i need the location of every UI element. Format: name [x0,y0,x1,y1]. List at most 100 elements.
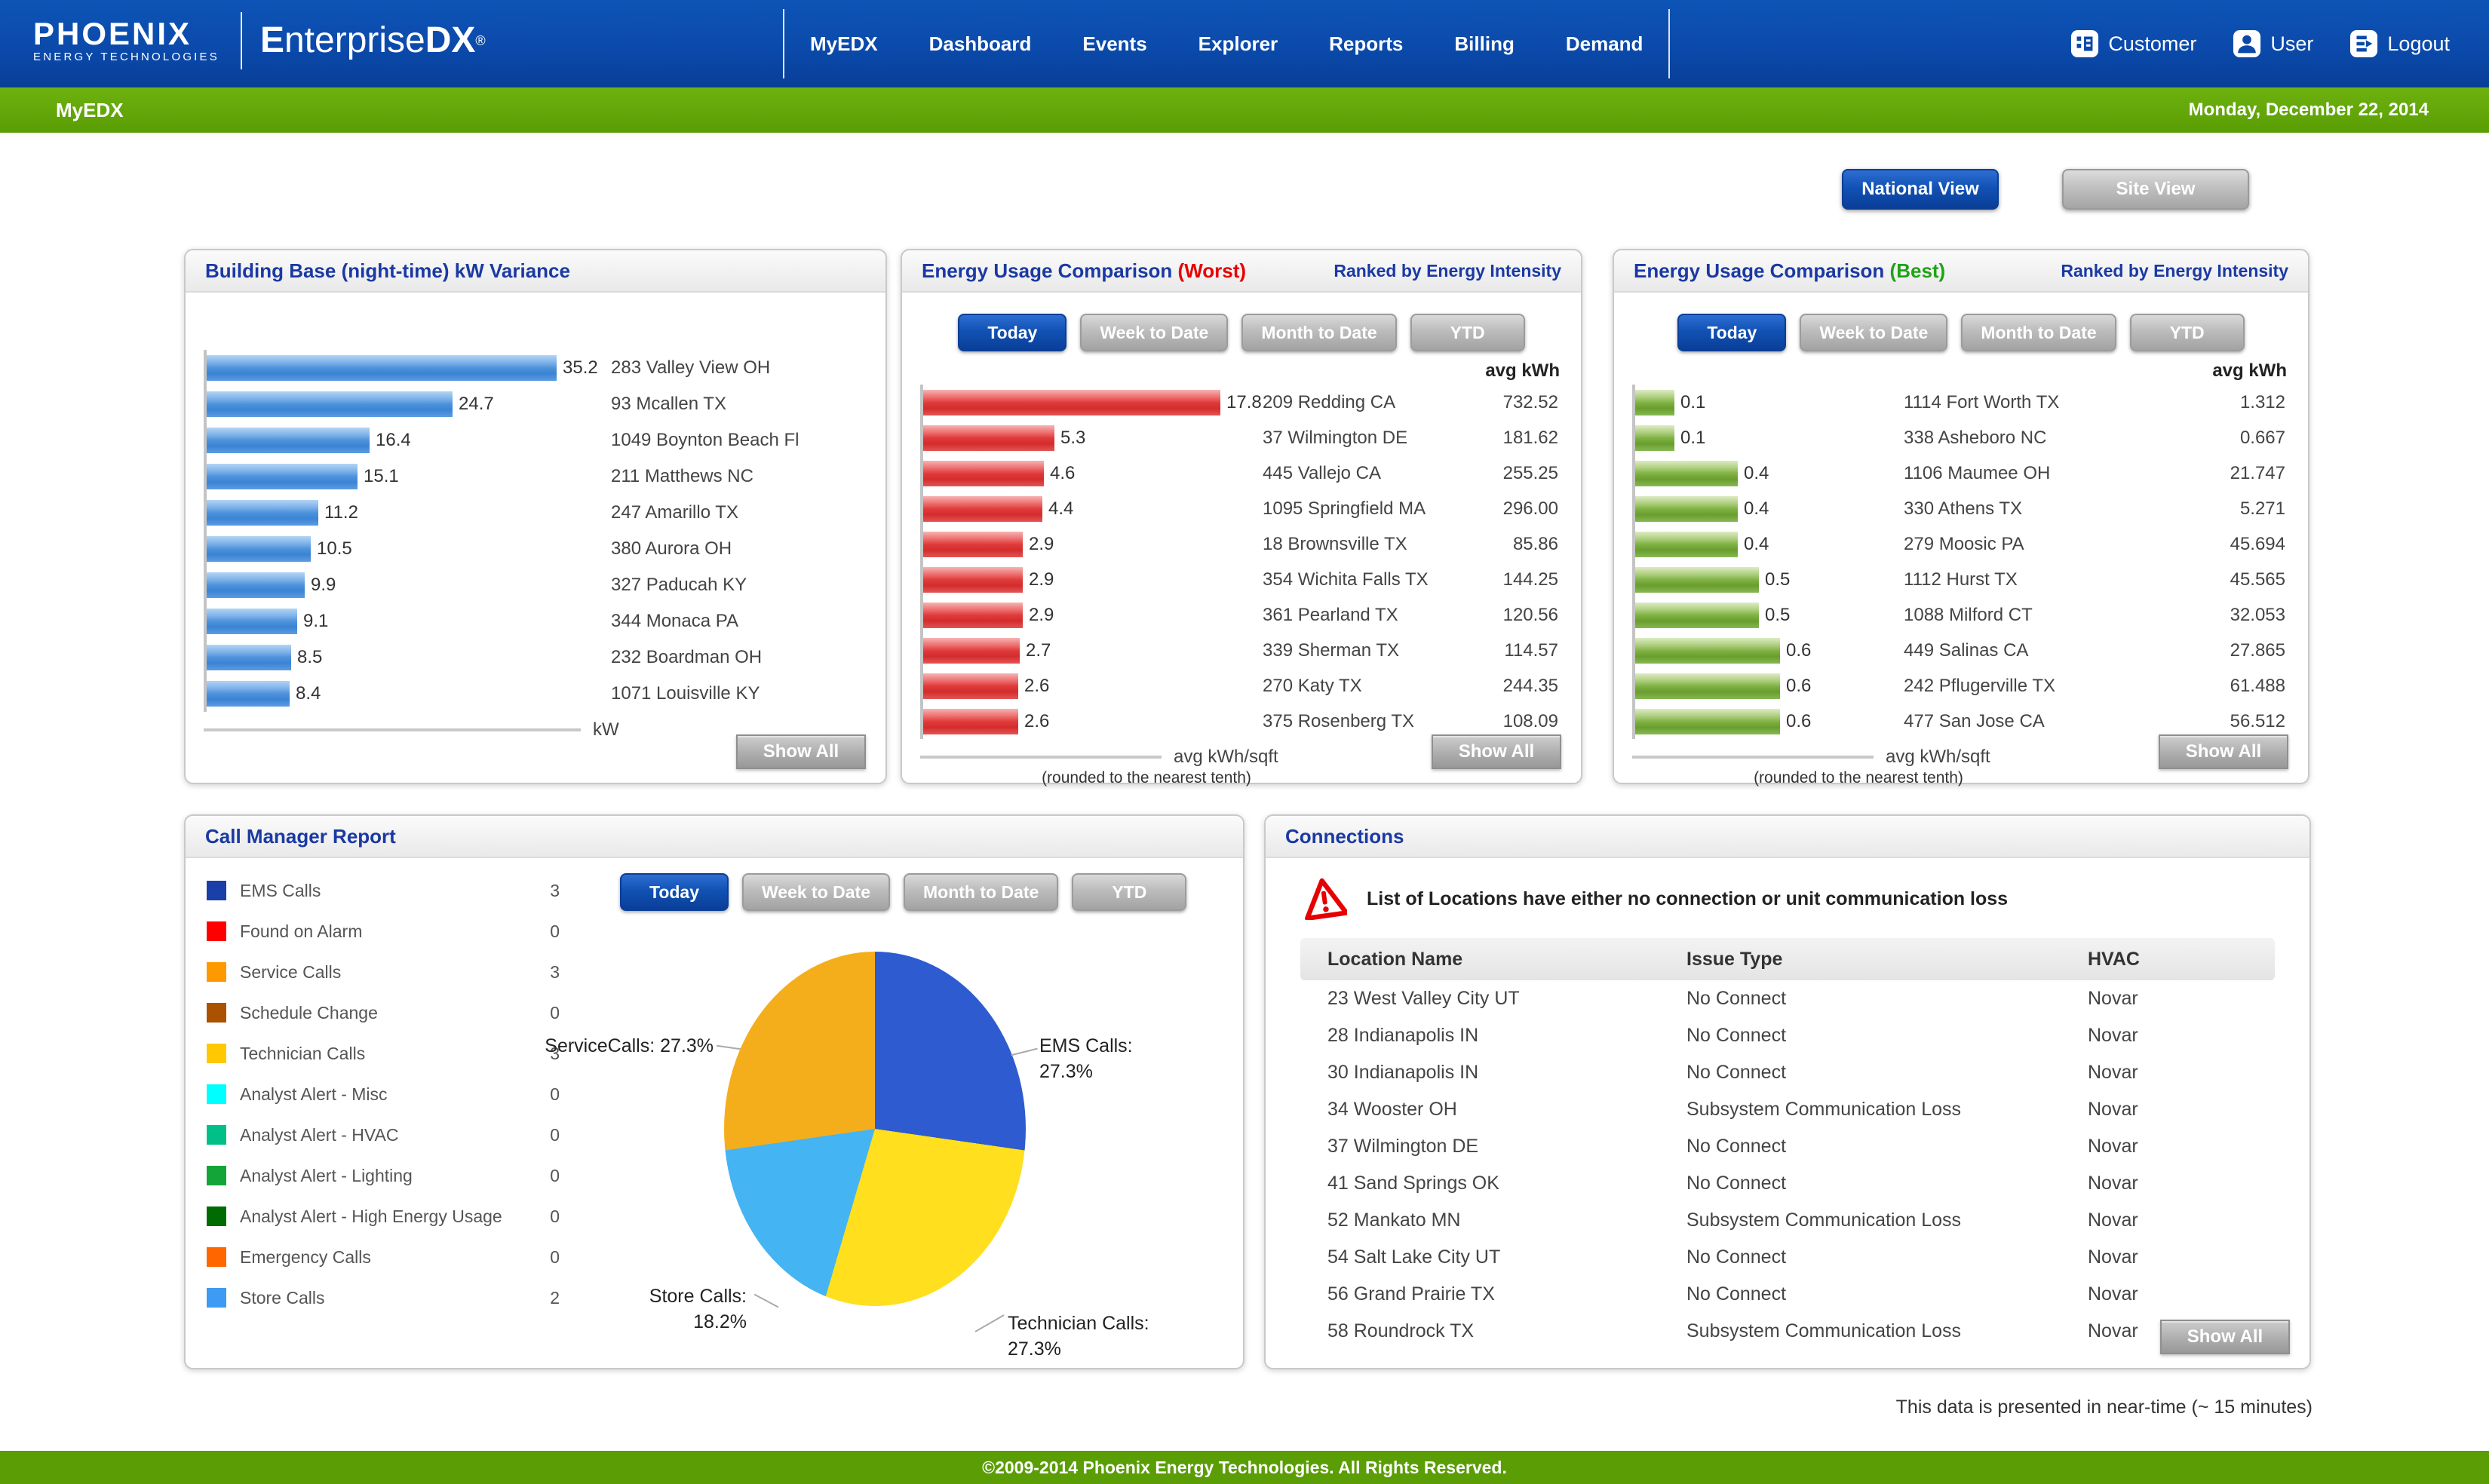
bar-value: 9.9 [311,575,336,595]
energy-usage-best-panel: Energy Usage Comparison (Best) Ranked by… [1613,249,2309,786]
tab-ytd[interactable]: YTD [2129,314,2245,351]
building-show-all-button[interactable]: Show All [736,734,866,769]
user-menu-item[interactable]: User [2233,29,2313,58]
tab-month-to-date[interactable]: Month to Date [904,873,1059,911]
x-axis-label: avg kWh/sqft [1886,747,1990,767]
warning-text: List of Locations have either no connect… [1367,888,2009,909]
bar-avg-kwh: 181.62 [1502,427,1558,448]
legend-item: Analyst Alert - HVAC 0 [207,1115,566,1155]
tab-today[interactable]: Today [620,873,729,911]
tab-month-to-date[interactable]: Month to Date [1961,314,2116,351]
worst-show-all-button[interactable]: Show All [1432,734,1561,769]
bar-value: 4.6 [1050,462,1076,483]
bar-cell: 0.6 [1635,673,1904,699]
bar-location: 1095 Springfield MA [1263,498,1426,519]
legend-item: Schedule Change 0 [207,992,566,1033]
table-row: 52 Mankato MN Subsystem Communication Los… [1300,1202,2275,1239]
bar-row: 2.9 18 Brownsville TX 85.86 [923,526,1563,562]
tab-ytd[interactable]: YTD [1410,314,1525,351]
bar-value: 0.6 [1786,675,1812,696]
bar [1635,566,1759,593]
bar-value: 2.9 [1029,604,1054,625]
bar-location: 477 San Jose CA [1904,710,2045,731]
bar-row: 0.6 242 Pflugerville TX 61.488 [1635,668,2290,704]
legend-count: 3 [550,1043,560,1063]
connections-show-all-button[interactable]: Show All [2160,1320,2290,1354]
bar-value: 2.6 [1024,710,1050,731]
logout-label: Logout [2387,32,2450,55]
bar-value: 35.2 [563,357,598,378]
nav-item-dashboard[interactable]: Dashboard [928,32,1032,55]
nav-item-reports[interactable]: Reports [1329,32,1404,55]
tab-week-to-date[interactable]: Week to Date [1080,314,1229,351]
bar-avg-kwh: 85.86 [1512,533,1558,554]
bar-cell: 9.1 [207,609,611,634]
bar-cell: 0.6 [1635,637,1904,664]
tab-ytd[interactable]: YTD [1072,873,1187,911]
legend-label: Store Calls [240,1287,325,1308]
tab-week-to-date[interactable]: Week to Date [1800,314,1948,351]
legend-count: 2 [550,1287,560,1308]
bar-location: 445 Vallejo CA [1263,462,1381,483]
bar-row: 4.4 1095 Springfield MA 296.00 [923,491,1563,526]
bar-cell: 10.5 [207,536,611,562]
cell-issue-type: Subsystem Communication Loss [1686,1320,1962,1341]
bar-avg-kwh: 45.694 [2230,533,2285,554]
nav-item-explorer[interactable]: Explorer [1198,32,1278,55]
panel-header: Connections [1266,816,2309,858]
cell-location-name: 37 Wilmington DE [1327,1136,1479,1157]
page-title: MyEDX [56,98,124,121]
bar-cell: 24.7 [207,391,611,417]
site-view-button[interactable]: Site View [2062,169,2249,210]
brand-logo: PHOENIX ENERGY TECHNOLOGIES EnterpriseDX… [33,12,486,69]
logout-menu-item[interactable]: Logout [2349,29,2450,58]
best-show-all-button[interactable]: Show All [2159,734,2288,769]
main-nav: MyEDX Dashboard Events Explorer Reports Billi… [783,0,1671,87]
legend-swatch [207,1003,226,1023]
current-date: Monday, December 22, 2014 [2188,100,2429,120]
nav-item-events[interactable]: Events [1082,32,1147,55]
bar-value: 9.1 [303,611,329,631]
panel-header: Call Manager Report [186,816,1243,858]
cell-issue-type: Subsystem Communication Loss [1686,1099,1962,1120]
tab-month-to-date[interactable]: Month to Date [1241,314,1397,351]
tab-today[interactable]: Today [1677,314,1787,351]
near-time-note: This data is presented in near-time (~ 1… [1895,1397,2313,1418]
cell-hvac: Novar [2088,1173,2138,1194]
bar-value: 0.4 [1744,498,1769,519]
legend-swatch [207,1288,226,1308]
panel-header: Energy Usage Comparison (Worst) Ranked b… [902,250,1581,293]
enterprisedx-logo: EnterpriseDX® [260,23,486,59]
bar-row: 2.7 339 Sherman TX 114.57 [923,633,1563,668]
cell-location-name: 30 Indianapolis IN [1327,1062,1479,1083]
connections-panel: Connections List of Locations have eithe… [1264,814,2311,1369]
bar-value: 0.5 [1765,604,1791,625]
bar-value: 2.7 [1026,639,1051,661]
bar-avg-kwh: 144.25 [1502,569,1558,590]
bar-row: 8.5 232 Boardman OH [207,639,867,676]
phoenix-logo: PHOENIX ENERGY TECHNOLOGIES [33,17,219,63]
national-view-button[interactable]: National View [1842,169,1999,210]
table-row: 56 Grand Prairie TX No Connect Novar [1300,1276,2275,1313]
nav-item-myedx[interactable]: MyEDX [810,32,878,55]
bar-location: 354 Wichita Falls TX [1263,569,1429,590]
bar-avg-kwh: 45.565 [2230,569,2285,590]
bar-avg-kwh: 61.488 [2230,675,2285,696]
bar-row: 15.1 211 Matthews NC [207,458,867,495]
bar-value: 2.9 [1029,533,1054,554]
bar-location: 1088 Milford CT [1904,604,2033,625]
nav-item-demand[interactable]: Demand [1565,32,1643,55]
tab-week-to-date[interactable]: Week to Date [742,873,891,911]
tab-today[interactable]: Today [958,314,1067,351]
bar-row: 0.4 1106 Maumee OH 21.747 [1635,455,2290,491]
x-axis-note: (rounded to the nearest tenth) [1042,769,1251,786]
bar [923,602,1023,628]
legend-swatch [207,1207,226,1226]
bar-location: 232 Boardman OH [611,647,763,667]
legend-label: Analyst Alert - Lighting [240,1165,413,1185]
customer-menu-item[interactable]: Customer [2070,29,2196,58]
bar-avg-kwh: 108.09 [1502,710,1558,731]
nav-item-billing[interactable]: Billing [1454,32,1515,55]
bar-cell: 2.9 [923,531,1263,557]
bar [923,425,1054,451]
